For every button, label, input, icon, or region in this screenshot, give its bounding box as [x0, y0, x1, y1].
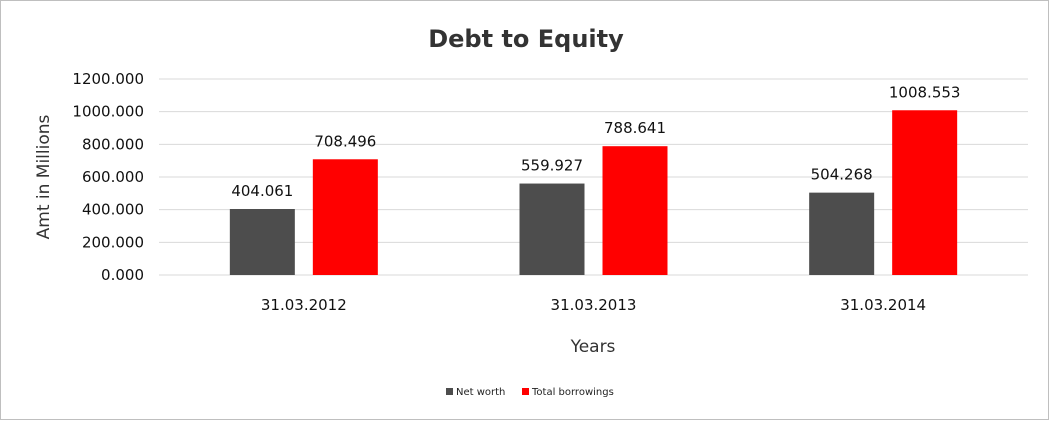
bar-total-borrowings [892, 110, 958, 275]
bar-net-worth [519, 183, 585, 275]
bar-net-worth [809, 192, 875, 275]
data-label: 788.641 [604, 119, 666, 137]
y-tick-label: 1200.000 [72, 70, 144, 88]
y-tick-label: 400.000 [82, 201, 144, 219]
bar-total-borrowings [602, 146, 668, 275]
data-labels: 404.061 708.496 559.927 788.641 504.268 1008.… [231, 83, 960, 200]
legend-swatch [446, 388, 453, 395]
bar-total-borrowings [312, 159, 378, 275]
data-label: 708.496 [314, 132, 376, 150]
data-label: 559.927 [521, 157, 583, 175]
data-label: 404.061 [231, 182, 293, 200]
legend: Net worth Total borrowings [446, 387, 614, 398]
y-tick-label: 1000.000 [72, 103, 144, 121]
legend-swatch [522, 388, 529, 395]
y-tick-label: 200.000 [82, 233, 144, 251]
legend-label: Net worth [456, 387, 505, 398]
x-axis-categories: 31.03.2012 31.03.2013 31.03.2014 [261, 296, 926, 314]
legend-label: Total borrowings [531, 387, 614, 398]
bar-net-worth [229, 209, 295, 275]
y-axis-ticks: 0.000 200.000 400.000 600.000 800.000 1000.00… [72, 70, 144, 284]
y-tick-label: 0.000 [101, 266, 144, 284]
data-label: 1008.553 [889, 83, 961, 101]
y-axis-title: Amt in Millions [34, 114, 54, 239]
x-category-label: 31.03.2013 [551, 296, 637, 314]
x-axis-title: Years [570, 337, 616, 357]
bars [229, 110, 958, 275]
data-label: 504.268 [811, 166, 873, 184]
y-tick-label: 600.000 [82, 168, 144, 186]
gridlines [159, 78, 1028, 276]
x-category-label: 31.03.2014 [840, 296, 926, 314]
y-tick-label: 800.000 [82, 135, 144, 153]
x-category-label: 31.03.2012 [261, 296, 347, 314]
chart-title: Debt to Equity [428, 25, 624, 53]
